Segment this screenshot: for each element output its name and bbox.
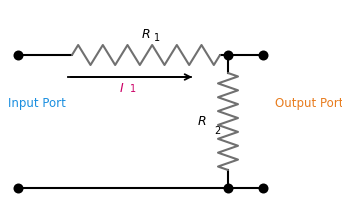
Point bbox=[15, 53, 21, 57]
Text: R: R bbox=[197, 115, 206, 128]
Text: I: I bbox=[120, 82, 124, 95]
Point bbox=[15, 186, 21, 190]
Point bbox=[225, 53, 231, 57]
Text: 1: 1 bbox=[130, 84, 136, 94]
Point bbox=[225, 186, 231, 190]
Text: Input Port: Input Port bbox=[8, 97, 66, 109]
Text: R: R bbox=[142, 28, 150, 41]
Text: 2: 2 bbox=[214, 125, 220, 135]
Text: Output Port: Output Port bbox=[275, 97, 342, 109]
Text: 1: 1 bbox=[154, 33, 160, 43]
Point bbox=[260, 53, 266, 57]
Point bbox=[260, 186, 266, 190]
